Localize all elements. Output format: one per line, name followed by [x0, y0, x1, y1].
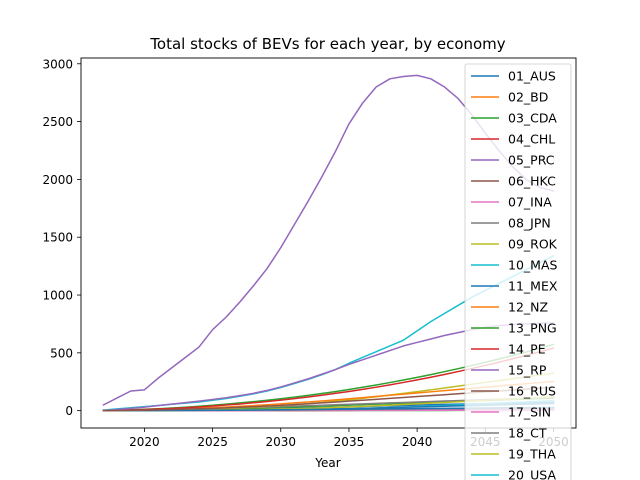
y-tick-label: 2500	[42, 115, 73, 129]
legend-label: 20_USA	[508, 468, 556, 480]
legend-label: 10_MAS	[508, 258, 557, 273]
legend-label: 01_AUS	[508, 69, 556, 84]
x-axis-label: Year	[314, 456, 340, 470]
legend-label: 03_CDA	[508, 111, 557, 126]
legend: 01_AUS 02_BD 03_CDA 04_CHL 05_PRC 06_HKC 07_IN…	[464, 63, 572, 480]
legend-label: 02_BD	[508, 90, 548, 105]
legend-label: 14_PE	[508, 342, 546, 357]
legend-label: 18_CT	[508, 426, 547, 441]
legend-box	[464, 63, 572, 480]
legend-label: 07_INA	[508, 195, 552, 210]
axes-frame	[80, 57, 577, 429]
legend-label: 04_CHL	[508, 132, 555, 147]
y-tick-label: 1500	[42, 231, 73, 245]
legend-label: 15_RP	[508, 363, 547, 378]
legend-label: 09_ROK	[508, 237, 558, 252]
legend-label: 12_NZ	[508, 300, 548, 315]
legend-label: 05_PRC	[508, 153, 555, 168]
chart-title: Total stocks of BEVs for each year, by e…	[149, 35, 505, 53]
x-tick-label: 2040	[402, 435, 433, 449]
y-tick-label: 3000	[42, 57, 73, 71]
y-axis-ticks: 0 500 1000 1500 2000 2500 3000	[42, 57, 81, 418]
legend-label: 11_MEX	[508, 279, 558, 294]
legend-label: 13_PNG	[508, 321, 557, 336]
legend-label: 17_SIN	[508, 405, 551, 420]
x-tick-label: 2020	[129, 435, 160, 449]
legend-label: 19_THA	[508, 447, 556, 462]
x-tick-label: 2025	[197, 435, 228, 449]
legend-label: 08_JPN	[508, 216, 551, 231]
legend-label: 16_RUS	[508, 384, 556, 399]
y-tick-label: 2000	[42, 173, 73, 187]
y-tick-label: 0	[65, 404, 73, 418]
x-tick-label: 2035	[334, 435, 365, 449]
legend-label: 06_HKC	[508, 174, 556, 189]
y-tick-label: 500	[50, 346, 73, 360]
y-tick-label: 1000	[42, 289, 73, 303]
x-tick-label: 2030	[265, 435, 296, 449]
